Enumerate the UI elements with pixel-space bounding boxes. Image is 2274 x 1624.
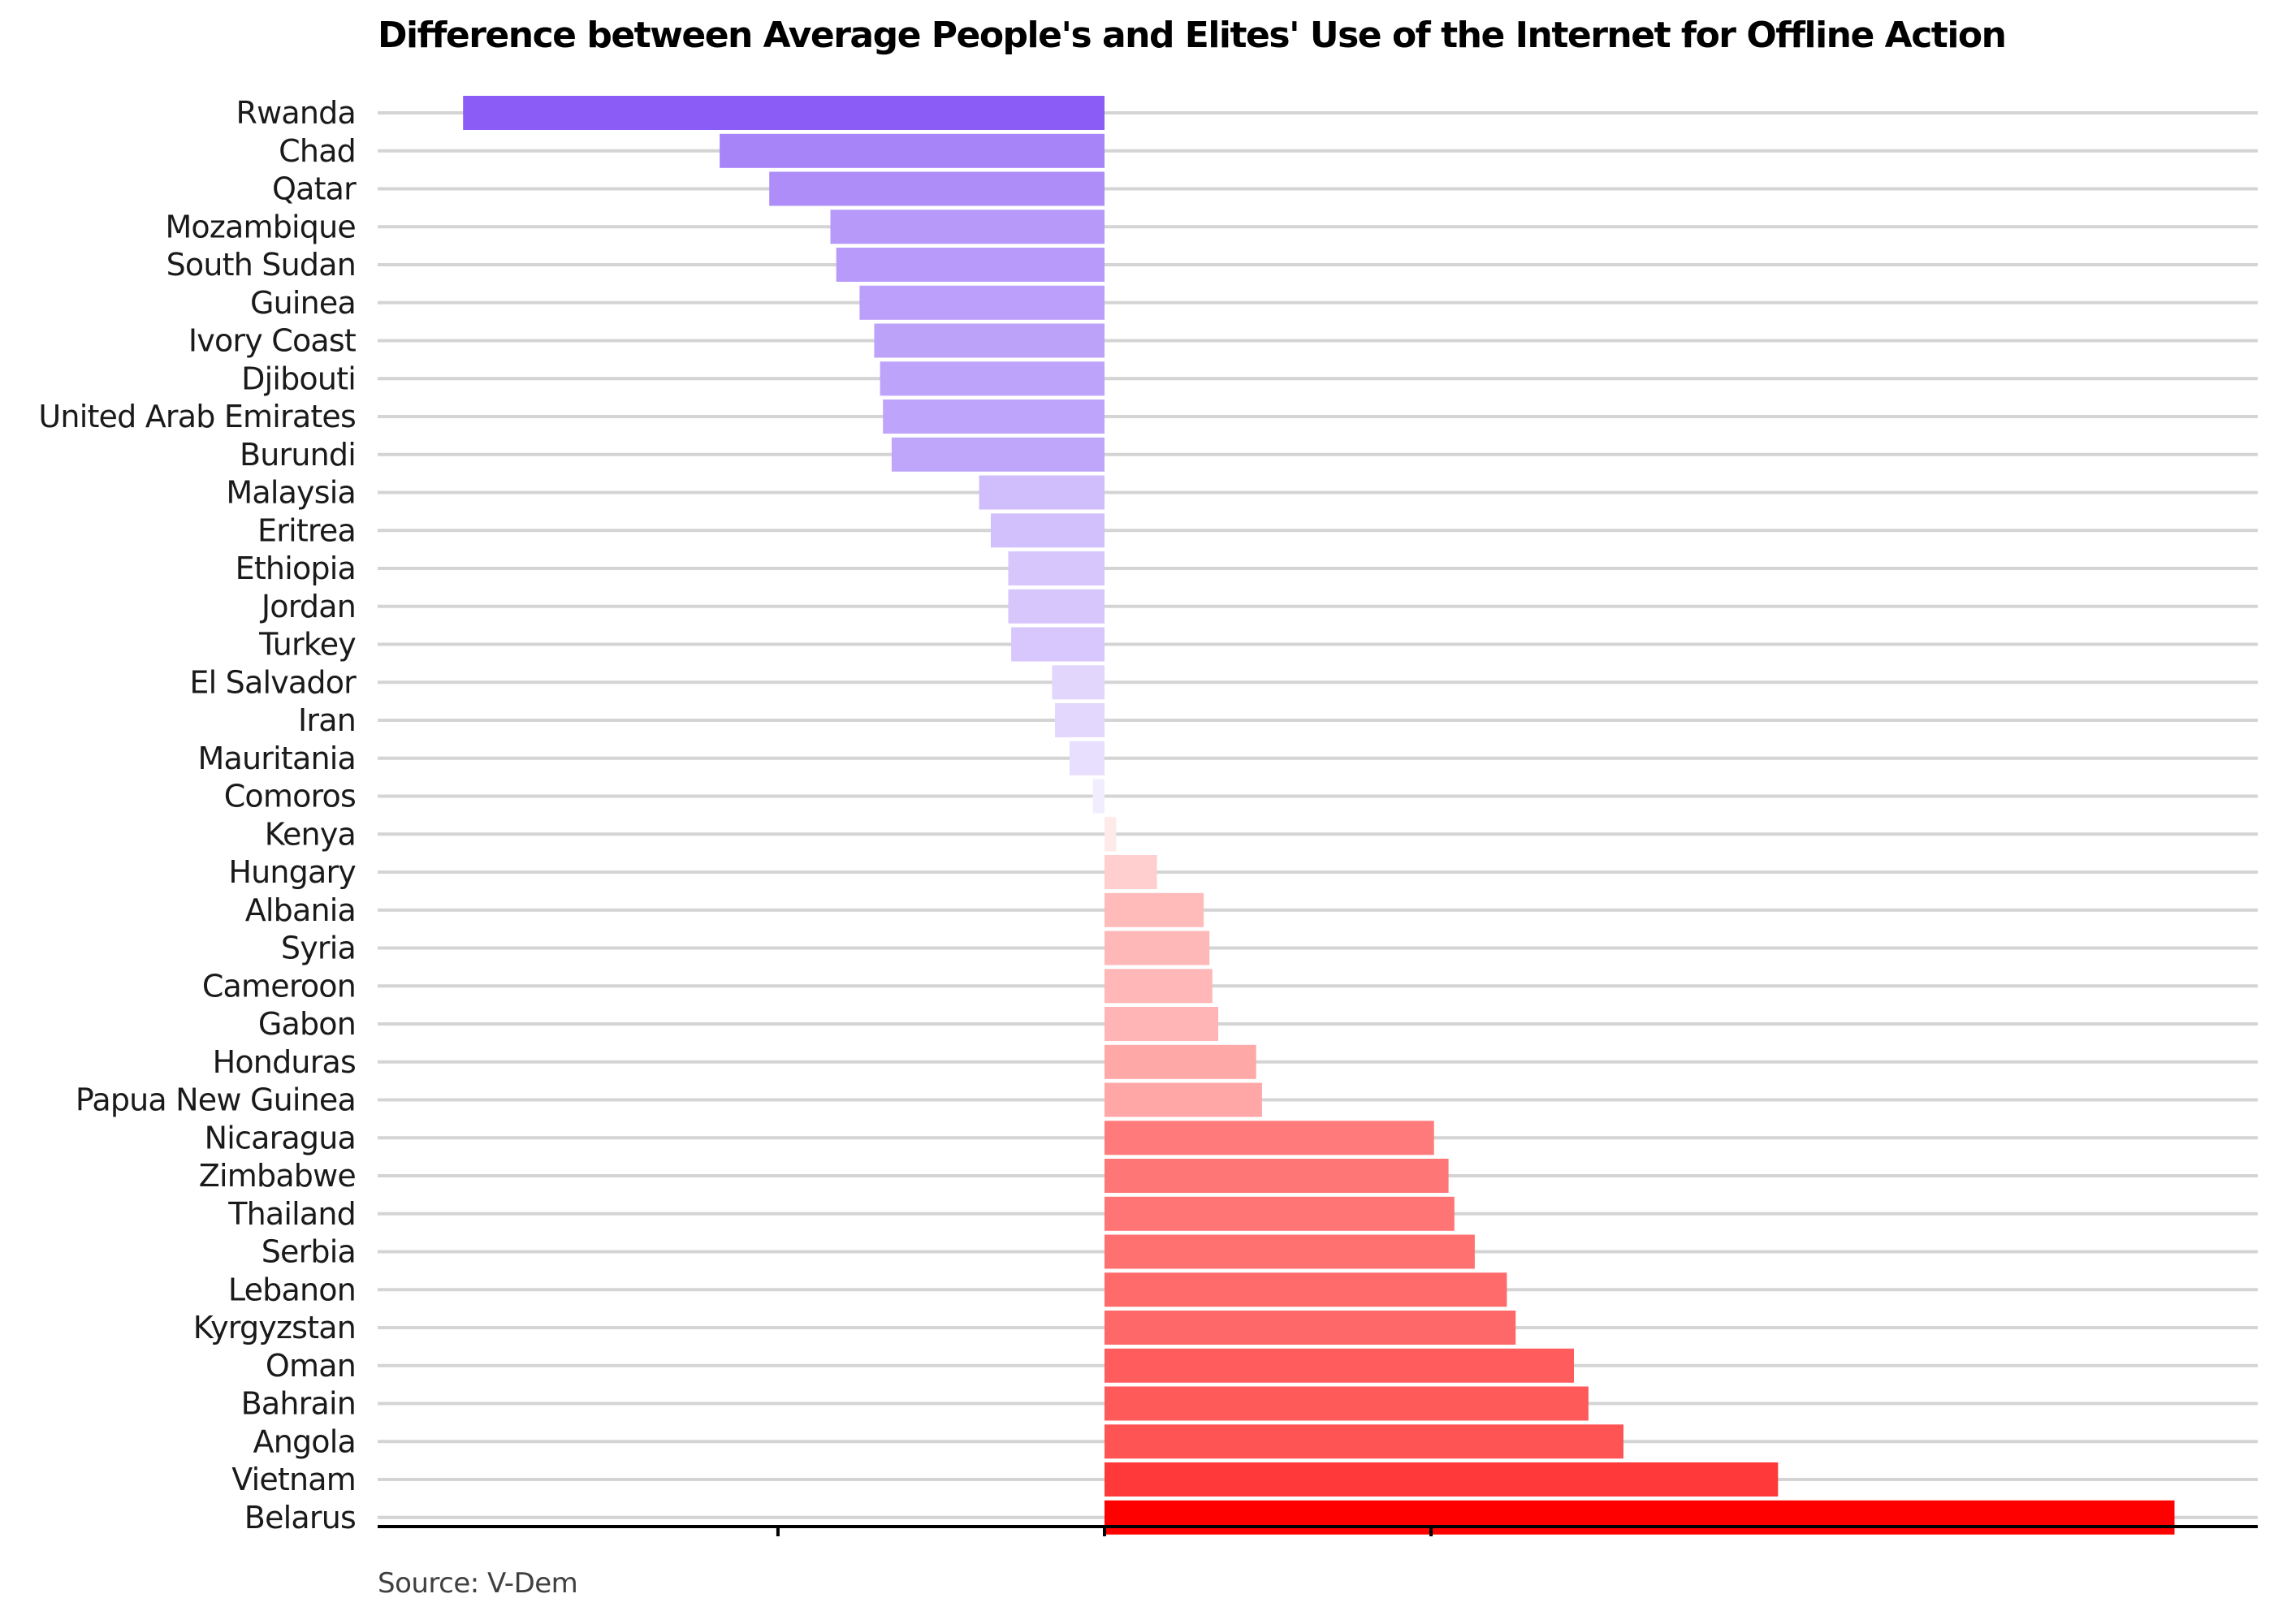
category-label: Ethiopia <box>236 551 356 586</box>
gridlines <box>378 111 2258 1519</box>
bar-zimbabwe <box>1105 1159 1449 1193</box>
category-label: Thailand <box>227 1196 356 1232</box>
category-label: Ivory Coast <box>188 323 356 359</box>
category-label: Belarus <box>244 1500 356 1535</box>
bar-thailand <box>1105 1196 1455 1231</box>
category-label: Bahrain <box>241 1386 356 1422</box>
category-label: El Salvador <box>189 664 357 700</box>
category-label: Papua New Guinea <box>76 1082 356 1118</box>
bar-syria <box>1105 931 1210 965</box>
bar-honduras <box>1105 1044 1256 1079</box>
bar-eritrea <box>991 513 1105 548</box>
bar-belarus <box>1105 1500 2175 1535</box>
category-label: Albania <box>245 892 356 928</box>
bar-papua-new-guinea <box>1105 1082 1262 1117</box>
bar-qatar <box>769 171 1105 206</box>
bar-oman <box>1105 1348 1574 1383</box>
bar-el-salvador <box>1052 665 1105 700</box>
bar-gabon <box>1105 1007 1218 1041</box>
bar-angola <box>1105 1424 1623 1459</box>
bar-mozambique <box>830 209 1105 244</box>
category-label: Zimbabwe <box>199 1158 356 1194</box>
bar-serbia <box>1105 1234 1475 1269</box>
chart-title: Difference between Average People's and … <box>378 15 2007 56</box>
category-label: Kyrgyzstan <box>193 1310 356 1345</box>
category-label: Oman <box>266 1348 356 1384</box>
bar-hungary <box>1105 855 1157 889</box>
bar-kyrgyzstan <box>1105 1311 1516 1345</box>
bar-malaysia <box>979 475 1105 510</box>
bar-nicaragua <box>1105 1121 1434 1155</box>
source-note: Source: V-Dem <box>378 1567 578 1600</box>
bar-burundi <box>891 437 1105 472</box>
bar-vietnam <box>1105 1462 1779 1497</box>
bar-iran <box>1055 703 1105 737</box>
category-label: Djibouti <box>241 361 356 396</box>
category-label: Iran <box>298 702 356 738</box>
category-label: Gabon <box>258 1006 356 1042</box>
category-label: Cameroon <box>202 968 356 1004</box>
category-label: Turkey <box>258 627 356 663</box>
category-label: Guinea <box>250 285 356 321</box>
category-label: South Sudan <box>166 247 356 283</box>
category-label: Qatar <box>272 171 357 207</box>
category-label: Honduras <box>213 1044 356 1080</box>
category-label: Chad <box>279 133 356 169</box>
bar-djibouti <box>880 361 1105 396</box>
category-label: Mauritania <box>198 741 356 776</box>
bar-kenya <box>1105 817 1117 852</box>
bar-rwanda <box>463 96 1105 130</box>
category-label: Rwanda <box>236 95 356 131</box>
category-label: Comoros <box>224 779 356 814</box>
category-label: Hungary <box>228 854 356 890</box>
x-axis <box>378 1525 2258 1536</box>
bar-comoros <box>1092 779 1105 814</box>
bar-turkey <box>1011 627 1105 662</box>
category-label: Jordan <box>260 589 356 624</box>
category-label: Syria <box>281 931 356 966</box>
bar-guinea <box>859 285 1105 320</box>
bar-ivory-coast <box>874 323 1105 358</box>
bar-ethiopia <box>1008 551 1105 585</box>
bar-mauritania <box>1069 741 1105 775</box>
category-label: Malaysia <box>226 475 356 511</box>
category-label: Mozambique <box>165 209 356 244</box>
bar-cameroon <box>1105 969 1213 1004</box>
category-label: United Arab Emirates <box>38 399 356 434</box>
category-label: Lebanon <box>228 1272 356 1307</box>
category-label: Eritrea <box>257 512 356 548</box>
category-label: Vietnam <box>231 1462 356 1497</box>
category-label: Kenya <box>265 816 356 852</box>
bar-albania <box>1105 892 1204 927</box>
bar-bahrain <box>1105 1386 1589 1421</box>
category-label: Nicaragua <box>205 1120 356 1155</box>
bar-jordan <box>1008 589 1105 624</box>
bar-chad <box>720 133 1105 168</box>
category-label: Serbia <box>262 1234 356 1270</box>
bars <box>463 96 2175 1535</box>
bar-united-arab-emirates <box>883 400 1105 434</box>
bar-lebanon <box>1105 1272 1507 1307</box>
bar-south-sudan <box>836 248 1105 282</box>
category-label: Burundi <box>240 437 356 473</box>
category-label: Angola <box>253 1423 357 1459</box>
